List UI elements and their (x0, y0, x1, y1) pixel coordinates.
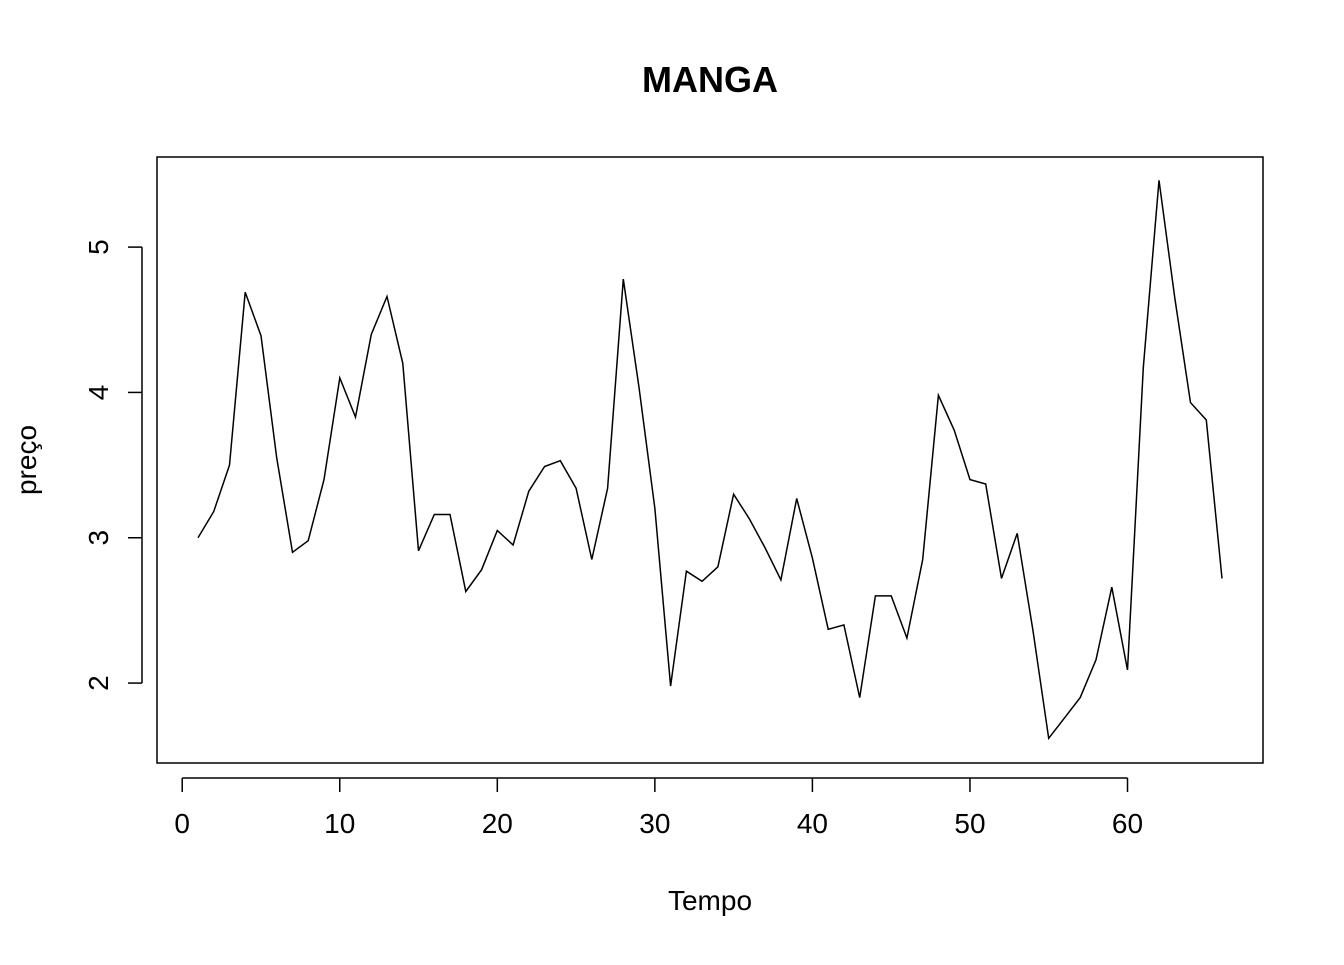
x-tick-label: 30 (639, 808, 670, 839)
x-tick-label: 60 (1112, 808, 1143, 839)
y-axis-label: preço (11, 425, 42, 495)
x-tick-label: 0 (174, 808, 190, 839)
x-axis: 0 10 20 30 40 50 60 (174, 777, 1143, 839)
chart-title: MANGA (642, 59, 778, 100)
x-tick-label: 10 (324, 808, 355, 839)
y-tick-label: 2 (83, 675, 114, 691)
series-points (197, 179, 1223, 739)
x-tick-label: 20 (482, 808, 513, 839)
y-tick-label: 3 (83, 530, 114, 546)
series-line (197, 180, 1223, 741)
x-tick-label: 40 (797, 808, 828, 839)
x-tick-label: 50 (954, 808, 985, 839)
plot-frame (156, 156, 1264, 764)
y-tick-label: 4 (83, 385, 114, 401)
x-axis-label: Tempo (668, 885, 752, 916)
y-tick-label: 5 (83, 239, 114, 255)
y-axis: 2 3 4 5 (83, 239, 143, 691)
